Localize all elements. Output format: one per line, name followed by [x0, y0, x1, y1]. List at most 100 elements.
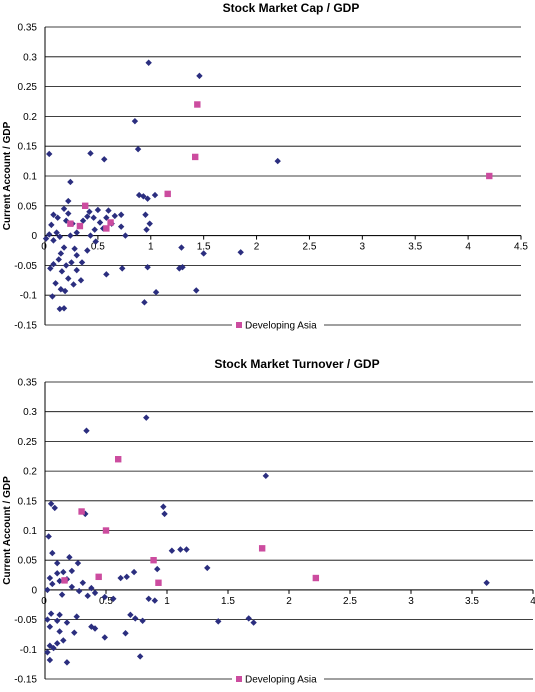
data-point-diamond: [46, 574, 54, 582]
data-point-diamond: [127, 611, 134, 619]
x-tick-label: 2: [286, 596, 292, 607]
data-point-diamond: [200, 250, 207, 257]
data-point-developing-asia: [102, 527, 110, 534]
data-point-diamond: [53, 229, 60, 236]
data-point-diamond: [91, 226, 98, 233]
data-point-diamond: [483, 579, 490, 586]
data-point-diamond: [68, 583, 76, 591]
data-point-diamond: [87, 232, 94, 239]
data-point-diamond: [54, 559, 61, 567]
data-point-diamond: [78, 259, 86, 266]
data-point-diamond: [245, 615, 252, 622]
data-point-developing-asia: [78, 508, 85, 515]
data-point-diamond: [56, 628, 63, 635]
data-point-diamond: [44, 616, 51, 623]
data-point-diamond: [48, 221, 55, 229]
data-point-diamond: [50, 261, 57, 268]
data-point-diamond: [122, 630, 129, 637]
data-point-developing-asia: [312, 574, 320, 582]
data-point-diamond: [144, 263, 151, 271]
data-point-developing-asia: [81, 202, 89, 209]
data-point-diamond: [71, 245, 78, 252]
data-point-diamond: [204, 564, 211, 572]
data-point-diamond: [152, 289, 160, 296]
data-point-diamond: [151, 191, 159, 199]
data-point-diamond: [60, 205, 68, 212]
y-tick-label: 0.05: [18, 201, 38, 212]
data-point-diamond: [63, 659, 71, 666]
data-point-diamond: [46, 656, 54, 664]
data-point-diamond: [145, 59, 152, 66]
data-point-diamond: [73, 252, 80, 259]
data-point-diamond: [65, 210, 72, 217]
data-point-diamond: [84, 213, 91, 220]
data-point-diamond: [56, 577, 63, 585]
legend-marker-developing-asia: [236, 676, 242, 682]
data-point-diamond: [71, 629, 78, 636]
legend-label-developing-asia: Developing Asia: [245, 321, 317, 332]
y-tick-label: 0.2: [23, 112, 37, 123]
data-point-diamond: [131, 117, 139, 125]
data-point-diamond: [49, 293, 56, 300]
data-point-developing-asia: [155, 579, 162, 586]
data-point-diamond: [75, 587, 83, 595]
data-point-developing-asia: [194, 101, 201, 108]
data-point-diamond: [117, 211, 125, 218]
data-point-diamond: [262, 472, 270, 480]
data-point-developing-asia: [150, 557, 157, 564]
data-point-diamond: [65, 197, 72, 205]
y-axis-title: Current Account / GDP: [2, 121, 13, 230]
data-point-diamond: [91, 625, 99, 632]
y-tick-label: -0.1: [20, 291, 38, 302]
x-tick-label: 2.5: [343, 596, 357, 607]
x-tick-label: 0: [41, 596, 47, 607]
data-point-diamond: [86, 208, 93, 215]
data-point-diamond: [54, 570, 61, 577]
data-point-developing-asia: [486, 172, 493, 180]
data-point-developing-asia: [258, 545, 266, 552]
data-point-diamond: [45, 533, 52, 540]
data-point-diamond: [74, 559, 82, 567]
data-point-diamond: [49, 580, 56, 588]
data-point-diamond: [117, 574, 124, 582]
y-tick-label: 0.15: [18, 496, 38, 507]
stock-market-cap-chart: Stock Market Cap / GDP 0.35 0.3 0.25 0.2 0.15…: [2, 1, 528, 332]
data-point-diamond: [84, 247, 91, 254]
data-point-diamond: [250, 619, 257, 626]
data-point-diamond: [143, 226, 150, 233]
x-tick-label: 4: [465, 242, 471, 253]
data-point-diamond: [141, 299, 148, 306]
data-point-diamond: [68, 567, 76, 575]
x-tick-label: 4: [530, 596, 535, 607]
data-point-diamond: [51, 504, 58, 512]
data-point-diamond: [117, 223, 125, 230]
data-point-diamond: [50, 211, 57, 218]
data-point-diamond: [103, 271, 110, 278]
data-point-diamond: [96, 219, 104, 226]
y-tick-label: 0.15: [18, 142, 38, 153]
x-tick-label: 0.5: [91, 242, 105, 253]
data-point-diamond: [177, 546, 184, 553]
data-point-diamond: [274, 157, 281, 165]
legend-marker-developing-asia: [236, 322, 242, 328]
data-point-diamond: [67, 178, 74, 186]
y-tick-label: 0.3: [23, 52, 37, 63]
data-point-diamond: [73, 266, 80, 274]
y-tick-label: 0.3: [23, 407, 37, 418]
data-point-diamond: [65, 275, 72, 282]
data-point-diamond: [237, 249, 244, 256]
data-point-diamond: [68, 259, 75, 266]
data-point-diamond: [196, 72, 203, 80]
data-point-diamond: [47, 610, 55, 617]
data-point-diamond: [151, 597, 158, 604]
data-point-diamond: [77, 277, 85, 284]
data-point-diamond: [140, 193, 147, 200]
data-point-developing-asia: [95, 573, 102, 581]
data-point-diamond: [178, 244, 185, 251]
stock-market-cap-svg: Stock Market Cap / GDP 0.35 0.3 0.25 0.2 0.15…: [2, 1, 528, 332]
data-point-diamond: [55, 256, 62, 263]
x-tick-label: 1: [164, 596, 170, 607]
data-point-diamond: [63, 619, 71, 626]
data-point-diamond: [83, 427, 90, 434]
y-tick-label: -0.05: [14, 261, 37, 272]
